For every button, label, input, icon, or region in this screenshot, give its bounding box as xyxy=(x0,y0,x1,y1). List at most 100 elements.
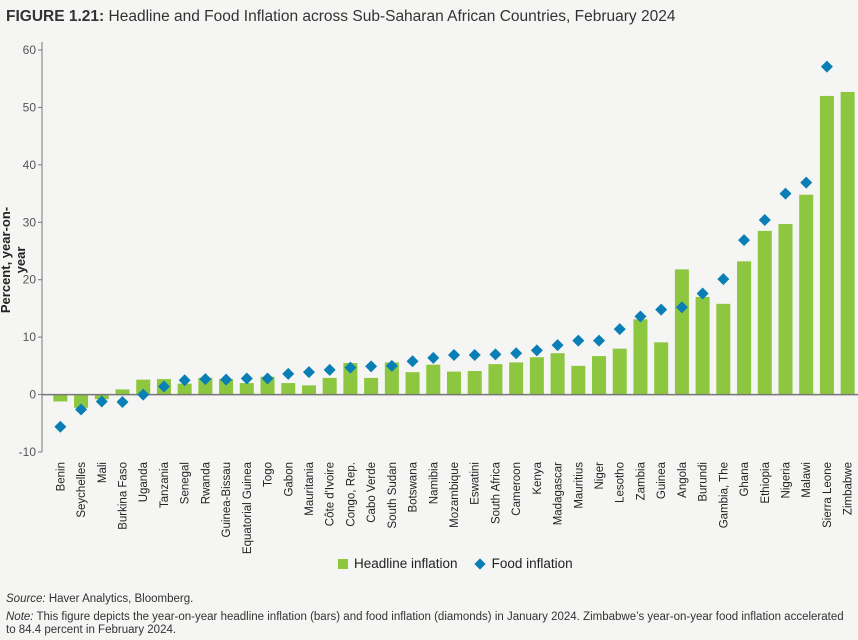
x-tick-label: Sierra Leone xyxy=(822,462,834,528)
diamond-food-3 xyxy=(116,396,129,409)
bar-headline-1 xyxy=(74,394,89,408)
x-tick-label: Zambia xyxy=(635,461,647,500)
chart-title: FIGURE 1.21: Headline and Food Inflation… xyxy=(6,8,675,26)
bar-headline-24 xyxy=(550,353,565,395)
x-tick-label: Eswatini xyxy=(470,462,482,505)
x-tick-label: South Sudan xyxy=(387,462,399,529)
bar-headline-16 xyxy=(384,362,399,395)
diamond-food-8 xyxy=(220,373,233,386)
source-text: Haver Analytics, Bloomberg. xyxy=(45,593,194,605)
bar-headline-34 xyxy=(757,230,772,395)
diamond-food-6 xyxy=(178,374,191,387)
x-tick-label: Togo xyxy=(263,462,275,487)
x-tick-label: Uganda xyxy=(138,461,150,502)
x-tick-label: Niger xyxy=(594,462,606,490)
bar-headline-11 xyxy=(281,383,296,395)
diamond-food-28 xyxy=(634,310,647,323)
source-note: Source: Haver Analytics, Bloomberg. xyxy=(6,593,193,605)
legend: Headline inflation Food inflation xyxy=(338,556,573,571)
x-tick-label: Gambia, The xyxy=(718,462,730,528)
bar-headline-25 xyxy=(571,365,586,395)
bar-headline-18 xyxy=(426,364,441,395)
x-tick-label: Gabon xyxy=(283,462,295,497)
diamond-food-15 xyxy=(365,360,378,373)
y-tick-label: 50 xyxy=(23,100,37,114)
source-label: Source: xyxy=(6,593,46,605)
bar-headline-14 xyxy=(343,362,358,395)
y-tick-label: 10 xyxy=(23,330,37,344)
diamond-food-25 xyxy=(572,334,585,347)
note: Note: This figure depicts the year-on-ye… xyxy=(6,611,846,637)
diamond-food-4 xyxy=(137,388,150,401)
bar-headline-32 xyxy=(716,303,731,395)
bar-swatch-icon xyxy=(338,559,348,570)
diamond-food-34 xyxy=(758,213,771,226)
diamond-food-9 xyxy=(240,372,253,385)
diamond-food-24 xyxy=(551,339,564,352)
diamond-food-26 xyxy=(593,334,606,347)
y-tick-label: 0 xyxy=(29,388,36,402)
note-label: Note: xyxy=(6,611,34,623)
diamond-food-35 xyxy=(779,187,792,200)
x-tick-label: Seychelles xyxy=(76,462,88,518)
bar-headline-8 xyxy=(219,379,234,395)
x-tick-label: Ghana xyxy=(739,461,751,496)
x-tick-label: Nigeria xyxy=(780,461,792,498)
bar-headline-6 xyxy=(177,383,192,395)
diamond-food-36 xyxy=(800,176,813,189)
x-tick-label: Mauritius xyxy=(573,462,585,509)
diamond-food-10 xyxy=(261,372,274,385)
x-tick-label: Congo, Rep. xyxy=(345,462,357,527)
x-tick-label: Benin xyxy=(55,462,67,491)
legend-food: Food inflation xyxy=(473,556,573,571)
diamond-food-23 xyxy=(530,344,543,357)
bar-headline-28 xyxy=(633,319,648,395)
x-tick-label: Madagascar xyxy=(553,462,565,525)
diamond-food-13 xyxy=(323,363,336,376)
bar-headline-15 xyxy=(364,377,379,395)
diamond-food-1 xyxy=(75,403,88,416)
diamond-food-7 xyxy=(199,373,212,386)
x-tick-label: Zimbabwe xyxy=(843,462,855,515)
bar-headline-38 xyxy=(840,91,855,395)
bar-headline-29 xyxy=(654,342,669,395)
diamond-food-30 xyxy=(675,301,688,314)
y-tick-label: 60 xyxy=(23,43,37,57)
bar-headline-31 xyxy=(695,296,710,395)
diamond-icon xyxy=(473,558,486,571)
diamond-food-22 xyxy=(510,347,523,360)
legend-headline: Headline inflation xyxy=(338,556,458,571)
x-tick-label: Burundi xyxy=(698,462,710,502)
legend-label: Food inflation xyxy=(491,556,573,571)
x-tick-label: Mauritania xyxy=(304,461,316,515)
diamond-food-29 xyxy=(655,303,668,316)
chart-plot: -10 0 10 20 30 40 50 60 Benin Seychelles Mali Burki… xyxy=(19,42,858,554)
x-tick-label: Ethiopia xyxy=(760,461,772,503)
x-tick-label: Malawi xyxy=(801,462,813,498)
bar-headline-12 xyxy=(301,385,316,395)
diamond-food-12 xyxy=(302,366,315,379)
x-tick-label: Mozambique xyxy=(449,462,461,528)
y-tick-label: 40 xyxy=(23,158,37,172)
bar-headline-19 xyxy=(447,371,461,395)
bar-headline-9 xyxy=(239,383,254,395)
x-tick-label: Lesotho xyxy=(615,462,627,503)
diamond-food-27 xyxy=(613,323,626,336)
bar-headline-17 xyxy=(405,372,420,395)
y-tick-label: 30 xyxy=(23,215,37,229)
x-tick-label: Burkina Faso xyxy=(118,462,130,530)
diamond-food-20 xyxy=(468,348,481,361)
diamond-food-31 xyxy=(696,287,709,300)
bar-headline-35 xyxy=(778,224,793,395)
bar-headline-13 xyxy=(322,377,337,395)
bar-headline-36 xyxy=(799,194,814,395)
x-tick-label: Cameroon xyxy=(511,462,523,516)
bar-headline-33 xyxy=(737,261,752,395)
x-tick-label: Senegal xyxy=(180,462,192,504)
y-tick-label: -10 xyxy=(19,445,37,459)
diamond-food-17 xyxy=(406,355,419,368)
x-tick-label: Botswana xyxy=(408,461,420,512)
bar-headline-20 xyxy=(467,371,482,395)
figure-number: FIGURE 1.21: xyxy=(6,8,105,25)
